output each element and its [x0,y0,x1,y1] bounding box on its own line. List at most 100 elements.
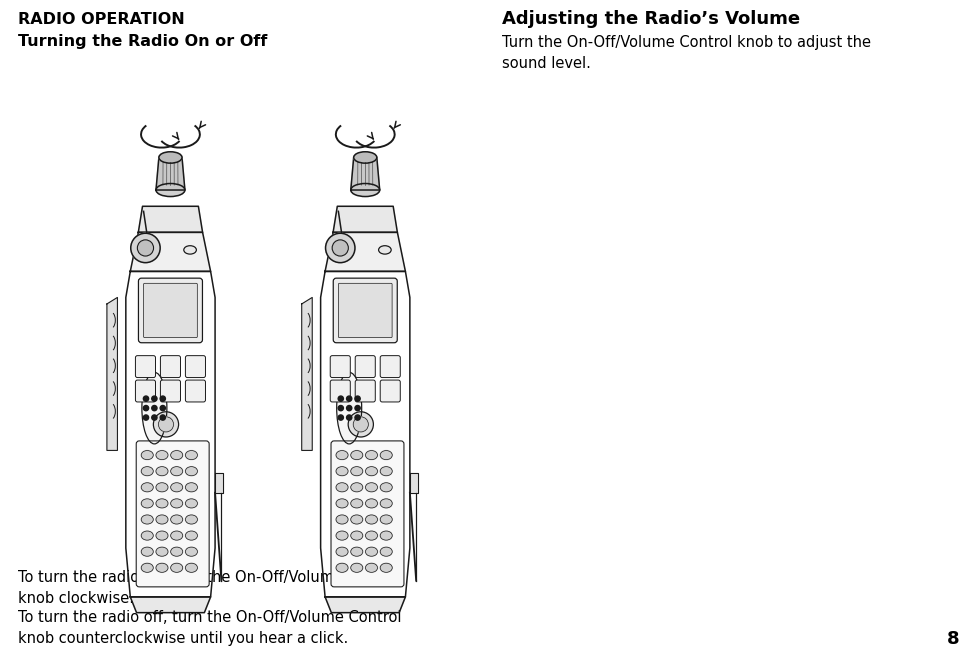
FancyBboxPatch shape [330,380,351,402]
Ellipse shape [156,183,185,196]
Ellipse shape [380,467,393,476]
Ellipse shape [156,483,168,492]
Polygon shape [351,158,380,190]
FancyBboxPatch shape [356,356,375,378]
Ellipse shape [351,451,362,459]
Ellipse shape [336,531,348,540]
Ellipse shape [351,467,362,476]
FancyBboxPatch shape [161,356,180,378]
Polygon shape [126,272,215,597]
Ellipse shape [336,515,348,524]
Ellipse shape [141,467,153,476]
Circle shape [348,412,373,437]
FancyBboxPatch shape [136,441,209,587]
FancyBboxPatch shape [333,278,397,343]
FancyBboxPatch shape [135,356,156,378]
Ellipse shape [365,515,378,524]
Text: To turn the radio off, turn the On-Off/Volume Control
knob counterclockwise unti: To turn the radio off, turn the On-Off/V… [18,610,401,646]
Ellipse shape [185,547,198,556]
Polygon shape [138,206,203,233]
Circle shape [160,405,166,411]
FancyBboxPatch shape [380,380,400,402]
Polygon shape [302,297,313,450]
Polygon shape [215,473,223,493]
Ellipse shape [351,483,362,492]
Ellipse shape [185,451,198,459]
Circle shape [143,415,149,420]
Circle shape [338,405,344,411]
Ellipse shape [365,467,378,476]
Ellipse shape [365,451,378,459]
Circle shape [131,233,160,263]
Ellipse shape [380,515,393,524]
Ellipse shape [379,246,392,254]
Ellipse shape [336,499,348,508]
Polygon shape [107,297,118,450]
Ellipse shape [185,563,198,572]
FancyBboxPatch shape [135,380,156,402]
FancyBboxPatch shape [356,380,375,402]
FancyBboxPatch shape [161,380,180,402]
Polygon shape [410,473,418,493]
Ellipse shape [336,467,348,476]
Ellipse shape [351,563,362,572]
Ellipse shape [141,499,153,508]
FancyBboxPatch shape [331,441,404,587]
Circle shape [338,396,344,401]
Ellipse shape [170,483,183,492]
Circle shape [143,405,149,411]
Circle shape [325,233,355,263]
Ellipse shape [141,483,153,492]
Ellipse shape [185,499,198,508]
Ellipse shape [141,515,153,524]
Polygon shape [156,158,185,190]
Ellipse shape [141,547,153,556]
Ellipse shape [170,547,183,556]
Polygon shape [333,206,397,233]
Ellipse shape [380,547,393,556]
Circle shape [355,415,360,420]
Circle shape [152,415,157,420]
Circle shape [159,416,173,432]
Circle shape [137,240,154,256]
Ellipse shape [170,531,183,540]
Ellipse shape [336,483,348,492]
Ellipse shape [380,531,393,540]
Text: Turning the Radio On or Off: Turning the Radio On or Off [18,34,268,49]
Ellipse shape [141,451,153,459]
Ellipse shape [336,563,348,572]
Ellipse shape [185,467,198,476]
Ellipse shape [184,246,197,254]
Ellipse shape [170,515,183,524]
Ellipse shape [337,372,361,444]
Text: Adjusting the Radio’s Volume: Adjusting the Radio’s Volume [502,10,800,28]
Ellipse shape [156,531,168,540]
Circle shape [354,416,368,432]
Ellipse shape [156,547,168,556]
Ellipse shape [156,515,168,524]
Circle shape [160,396,166,401]
Ellipse shape [365,483,378,492]
Ellipse shape [170,467,183,476]
Ellipse shape [159,152,182,163]
Ellipse shape [156,563,168,572]
Circle shape [355,405,360,411]
FancyBboxPatch shape [330,356,351,378]
Circle shape [347,415,352,420]
Ellipse shape [354,152,377,163]
Ellipse shape [156,499,168,508]
Ellipse shape [336,451,348,459]
Ellipse shape [336,547,348,556]
FancyBboxPatch shape [185,380,206,402]
Ellipse shape [351,531,362,540]
FancyBboxPatch shape [185,356,206,378]
FancyBboxPatch shape [338,283,393,337]
Ellipse shape [365,531,378,540]
Polygon shape [320,272,410,597]
Circle shape [355,396,360,401]
Ellipse shape [351,183,380,196]
Ellipse shape [156,451,168,459]
FancyBboxPatch shape [143,283,198,337]
FancyBboxPatch shape [138,278,203,343]
Text: Turn the On-Off/Volume Control knob to adjust the
sound level.: Turn the On-Off/Volume Control knob to a… [502,35,871,71]
